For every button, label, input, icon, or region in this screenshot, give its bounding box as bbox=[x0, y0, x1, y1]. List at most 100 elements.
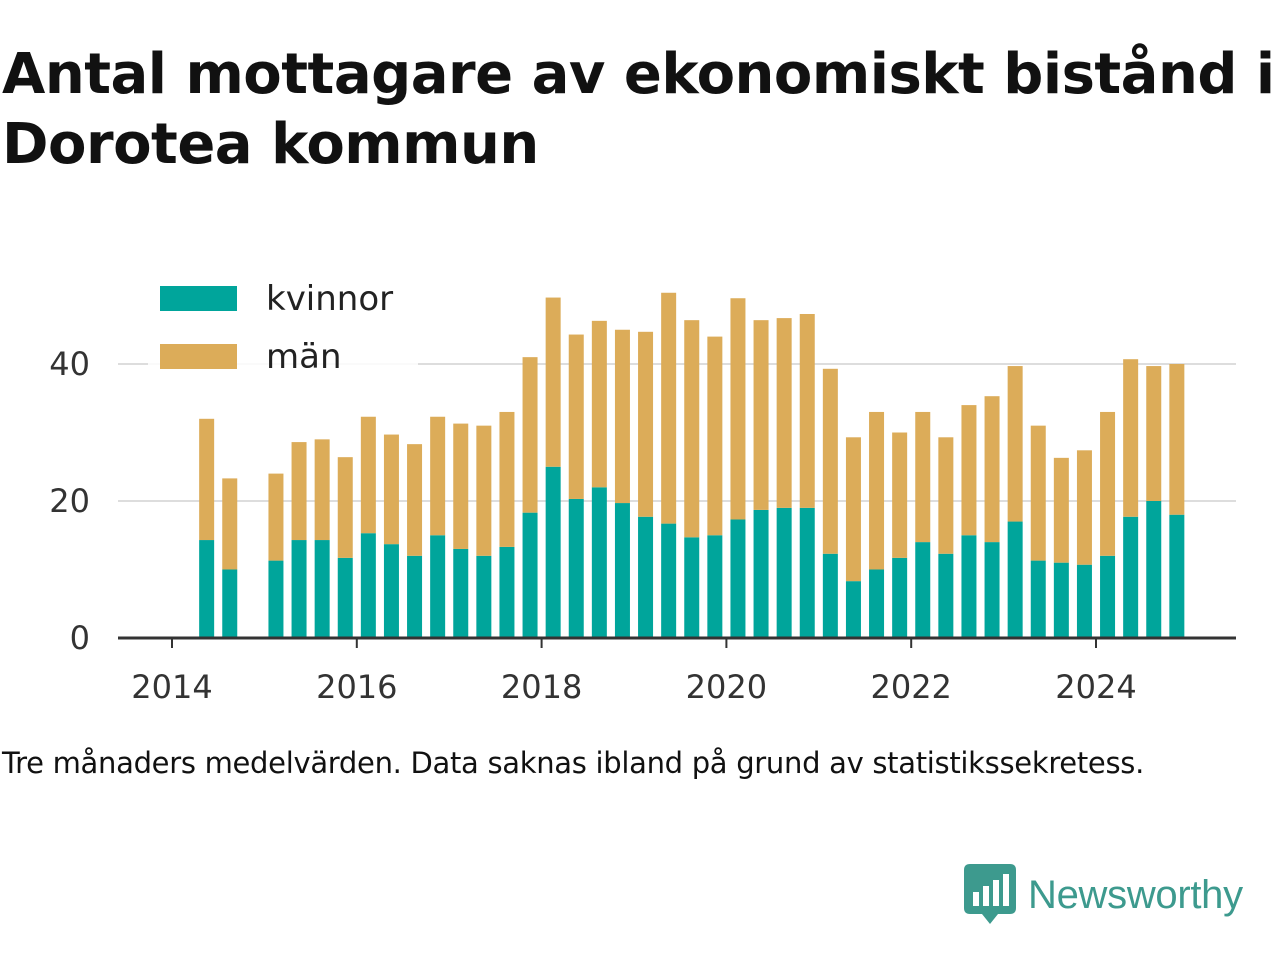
x-tick-label: 2022 bbox=[870, 668, 951, 706]
bar-man bbox=[915, 411, 931, 543]
x-tick-label: 2020 bbox=[686, 668, 767, 706]
bar-man bbox=[476, 425, 492, 556]
y-tick-label: 20 bbox=[49, 482, 90, 520]
legend: kvinnor män bbox=[148, 276, 418, 377]
bar-man bbox=[892, 432, 908, 558]
bar-man bbox=[591, 320, 607, 488]
bar-kvinnor bbox=[799, 507, 815, 638]
bar-kvinnor bbox=[476, 555, 492, 638]
legend-label: kvinnor bbox=[266, 279, 393, 319]
bar-man bbox=[1076, 450, 1092, 565]
bar-kvinnor bbox=[1100, 555, 1116, 638]
bar-man bbox=[268, 473, 284, 561]
bar-man bbox=[1100, 411, 1116, 556]
bar-kvinnor bbox=[591, 487, 607, 638]
bar-kvinnor bbox=[938, 553, 954, 638]
bar-man bbox=[199, 418, 215, 541]
brand: Newsworthy bbox=[964, 864, 1243, 926]
brand-name: Newsworthy bbox=[1028, 872, 1243, 917]
bar-man bbox=[1007, 366, 1023, 522]
bar-kvinnor bbox=[199, 540, 215, 638]
bar-man bbox=[222, 478, 238, 570]
bar-kvinnor bbox=[1146, 501, 1162, 638]
bar-man bbox=[1123, 359, 1139, 517]
bar-kvinnor bbox=[1169, 514, 1185, 638]
chart-title: Antal mottagare av ekonomiskt bistånd i … bbox=[2, 42, 1275, 177]
bar-man bbox=[822, 368, 838, 554]
bar-kvinnor bbox=[522, 512, 538, 638]
bar-kvinnor bbox=[984, 542, 1000, 638]
bar-man bbox=[845, 437, 861, 582]
bar-man bbox=[568, 334, 584, 499]
bar-kvinnor bbox=[730, 519, 746, 638]
bar-man bbox=[291, 442, 307, 541]
bar-kvinnor bbox=[915, 542, 931, 638]
bar-kvinnor bbox=[1123, 516, 1139, 638]
bar-kvinnor bbox=[568, 498, 584, 638]
bar-kvinnor bbox=[707, 535, 723, 638]
x-tick-label: 2014 bbox=[131, 668, 212, 706]
bar-kvinnor bbox=[661, 523, 677, 638]
bar-kvinnor bbox=[314, 540, 330, 638]
bar-kvinnor bbox=[776, 507, 792, 638]
bar-kvinnor bbox=[291, 540, 307, 638]
bar-kvinnor bbox=[1030, 560, 1046, 638]
bar-man bbox=[961, 405, 977, 536]
bar-kvinnor bbox=[822, 553, 838, 638]
bar-man bbox=[360, 416, 376, 534]
bar-man bbox=[614, 329, 630, 504]
bar-man bbox=[799, 313, 815, 508]
bar-man bbox=[661, 292, 677, 524]
bar-kvinnor bbox=[383, 544, 399, 638]
bar-kvinnor bbox=[430, 535, 446, 638]
bar-man bbox=[938, 437, 954, 554]
bar-kvinnor bbox=[753, 509, 769, 638]
bar-man bbox=[1053, 457, 1069, 563]
bar-man bbox=[1030, 425, 1046, 561]
bar-kvinnor bbox=[268, 560, 284, 638]
bar-man bbox=[499, 411, 515, 547]
bar-man bbox=[730, 298, 746, 520]
bar-kvinnor bbox=[961, 535, 977, 638]
bar-kvinnor bbox=[892, 557, 908, 638]
legend-swatch bbox=[160, 286, 237, 311]
legend-label: män bbox=[266, 337, 342, 377]
bar-man bbox=[638, 331, 654, 517]
bar-man bbox=[453, 423, 469, 549]
bar-man bbox=[337, 457, 353, 558]
bar-man bbox=[545, 297, 561, 467]
newsworthy-logo-icon bbox=[964, 864, 1016, 924]
axes: 0 20 40 2014 2016 2018 2020 2022 2024 bbox=[49, 345, 1236, 706]
bar-kvinnor bbox=[407, 555, 423, 638]
bar-man bbox=[869, 411, 885, 570]
bar-man bbox=[984, 396, 1000, 543]
bar-kvinnor bbox=[453, 548, 469, 638]
bar-kvinnor bbox=[614, 503, 630, 638]
bar-man bbox=[314, 439, 330, 541]
bar-man bbox=[684, 320, 700, 538]
bar-man bbox=[776, 318, 792, 508]
bar-man bbox=[753, 320, 769, 510]
bar-man bbox=[383, 434, 399, 545]
bar-kvinnor bbox=[869, 569, 885, 638]
y-tick-label: 0 bbox=[70, 619, 90, 657]
bar-kvinnor bbox=[545, 466, 561, 638]
bar-man bbox=[430, 416, 446, 536]
y-tick-label: 40 bbox=[49, 345, 90, 383]
bar-kvinnor bbox=[337, 557, 353, 638]
bar-man bbox=[407, 444, 423, 556]
bar-kvinnor bbox=[1076, 564, 1092, 638]
caption: Tre månaders medelvärden. Data saknas ib… bbox=[2, 746, 1144, 780]
bar-kvinnor bbox=[360, 533, 376, 638]
legend-swatch bbox=[160, 344, 237, 369]
bar-kvinnor bbox=[638, 516, 654, 638]
bar-kvinnor bbox=[499, 546, 515, 638]
x-tick-label: 2018 bbox=[501, 668, 582, 706]
x-tick-label: 2024 bbox=[1055, 668, 1136, 706]
bar-kvinnor bbox=[1053, 562, 1069, 638]
bar-kvinnor bbox=[222, 569, 238, 638]
bar-kvinnor bbox=[1007, 521, 1023, 638]
bar-man bbox=[1169, 364, 1185, 515]
bars bbox=[199, 292, 1185, 638]
